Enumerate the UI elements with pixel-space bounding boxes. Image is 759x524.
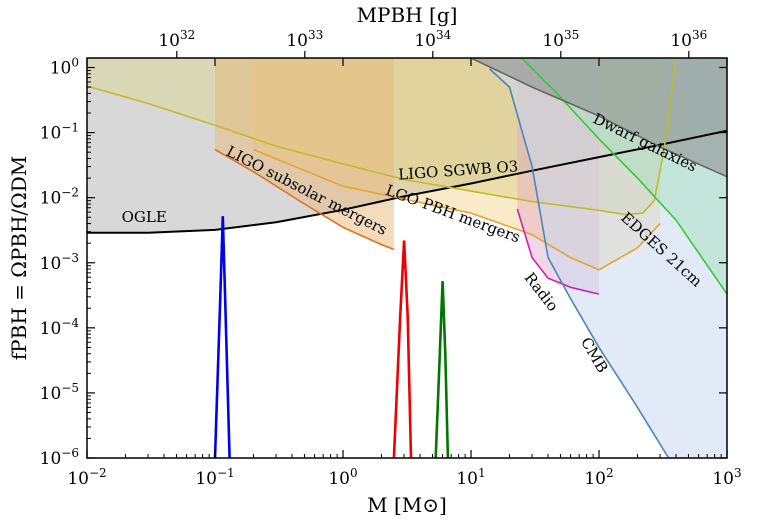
line-radio <box>516 208 600 295</box>
top-tick-label: 1036 <box>670 28 707 51</box>
line-dwarf-galaxies <box>470 58 727 178</box>
top-tick-label: 1034 <box>414 28 451 51</box>
top-tick-label: 1032 <box>158 28 195 51</box>
y-tick-label: 10−6 <box>40 446 79 469</box>
line-edges-21cm <box>521 58 727 295</box>
y-tick-label: 10−3 <box>40 251 79 274</box>
x-tick-label: 10−1 <box>195 466 234 489</box>
line-ogle <box>87 129 727 234</box>
y-tick-label: 10−4 <box>40 316 80 339</box>
line-ligo-pbh-mergers <box>253 148 661 271</box>
constraint-lines <box>87 58 727 458</box>
y-tick-label: 10−1 <box>40 121 79 144</box>
top-tick-label: 1033 <box>286 28 323 51</box>
axes: 10−2 10−1 100 101 102 103 1032 1033 1034 1035 1036… <box>40 28 742 489</box>
y-tick-label: 10−2 <box>40 186 79 209</box>
annotation-ogle: OGLE <box>122 208 167 226</box>
y-axis-title: fPBH = ΩPBH/ΩDM <box>7 156 31 360</box>
x-tick-label: 103 <box>712 466 741 489</box>
plot-frame <box>86 57 728 459</box>
x-tick-label: 101 <box>456 466 485 489</box>
y-tick-label: 10−5 <box>40 381 79 404</box>
top-axis-title: MPBH [g] <box>357 3 458 27</box>
y-tick-label: 100 <box>50 56 79 79</box>
top-tick-label: 1035 <box>542 28 579 51</box>
mass-function-peaks <box>213 216 450 458</box>
line-cmb <box>489 68 670 458</box>
x-axis-title: M [M⊙] <box>367 493 447 517</box>
x-tick-label: 100 <box>328 466 357 489</box>
x-tick-label: 10−2 <box>67 466 106 489</box>
red-peak <box>392 240 413 458</box>
green-peak <box>434 281 450 458</box>
x-tick-label: 102 <box>584 466 613 489</box>
blue-peak <box>213 216 231 458</box>
line-ligo-subsolar-mergers <box>214 148 395 251</box>
line-ligo-sgwb-o3 <box>87 58 677 216</box>
